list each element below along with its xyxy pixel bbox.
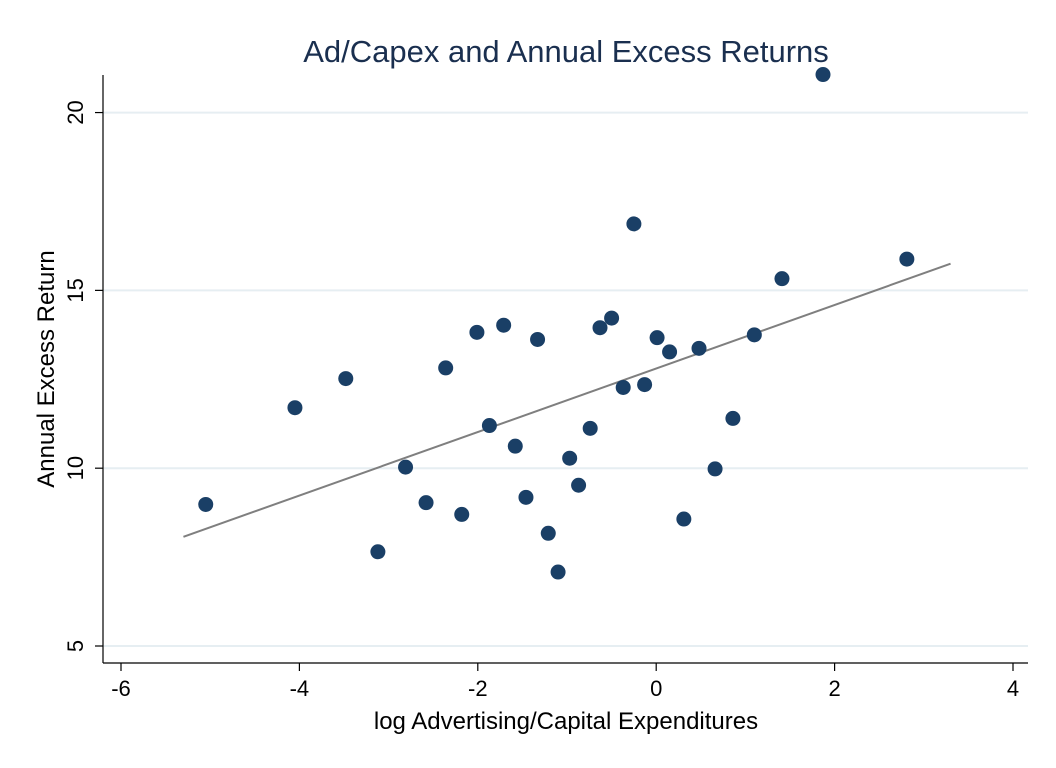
data-point (707, 461, 723, 477)
x-tick-label: -4 (290, 676, 310, 701)
data-point (676, 511, 692, 527)
x-axis-label: log Advertising/Capital Expenditures (374, 708, 758, 735)
data-point (649, 330, 665, 346)
data-points (198, 67, 915, 580)
y-tick-label: 10 (63, 456, 88, 480)
data-point (604, 310, 620, 326)
data-point (338, 371, 354, 387)
data-point (637, 377, 653, 393)
data-point (530, 331, 546, 347)
data-point (691, 340, 707, 356)
data-point (507, 438, 523, 454)
y-tick-label: 15 (63, 278, 88, 302)
data-point (496, 317, 512, 333)
x-axis-ticks: -6 -4 -2 0 2 4 (111, 663, 1019, 701)
fit-line (183, 262, 951, 538)
data-point (615, 379, 631, 395)
y-axis-ticks: 5 10 15 20 (63, 100, 103, 652)
data-point (746, 327, 762, 343)
gridlines (103, 111, 1028, 647)
chart-title: Ad/Capex and Annual Excess Returns (303, 34, 829, 69)
data-point (540, 525, 556, 541)
data-point (287, 400, 303, 416)
data-point (725, 410, 741, 426)
data-point (418, 495, 434, 511)
data-point (518, 489, 534, 505)
data-point (454, 506, 470, 522)
y-tick-label: 5 (63, 640, 88, 652)
data-point (370, 544, 386, 560)
data-point (774, 271, 790, 287)
x-tick-label: 2 (828, 676, 840, 701)
data-point (469, 324, 485, 340)
data-point (562, 450, 578, 466)
y-axis-label: Annual Excess Return (33, 250, 60, 487)
data-point (582, 420, 598, 436)
data-point (899, 251, 915, 267)
data-point (438, 360, 454, 376)
x-tick-label: 4 (1007, 676, 1019, 701)
x-tick-label: -6 (111, 676, 131, 701)
data-point (592, 320, 608, 336)
data-point (815, 67, 831, 83)
data-point (571, 477, 587, 493)
data-point (481, 418, 497, 434)
data-point (626, 216, 642, 232)
y-tick-label: 20 (63, 100, 88, 124)
x-tick-label: -2 (468, 676, 488, 701)
data-point (662, 344, 678, 360)
data-point (198, 496, 214, 512)
x-tick-label: 0 (650, 676, 662, 701)
data-point (550, 564, 566, 580)
data-point (398, 459, 414, 475)
